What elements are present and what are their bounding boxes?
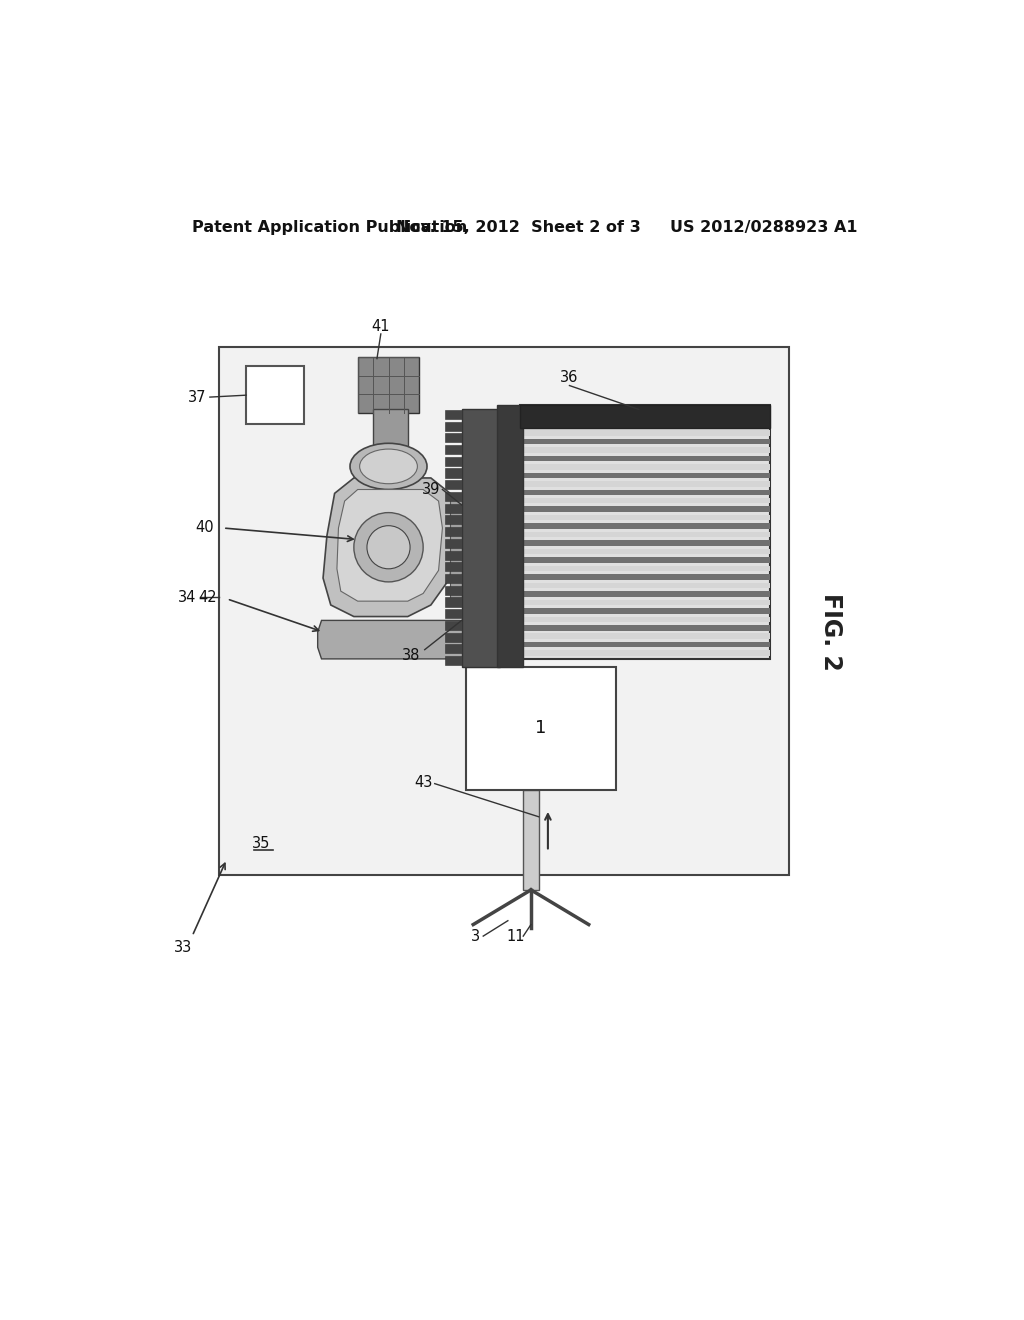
Bar	[444, 504, 462, 512]
Circle shape	[367, 525, 410, 569]
Bar	[444, 527, 462, 536]
Bar	[444, 445, 462, 454]
Bar	[444, 598, 462, 607]
Bar	[520, 574, 770, 579]
Text: 39: 39	[422, 482, 440, 498]
Bar	[523, 789, 539, 890]
Bar	[462, 409, 500, 667]
Bar	[520, 626, 770, 631]
Bar	[520, 609, 770, 614]
Bar	[444, 457, 462, 466]
Bar	[444, 574, 462, 583]
Bar	[520, 566, 770, 572]
Bar	[520, 490, 770, 495]
Bar	[444, 550, 462, 560]
Text: 3: 3	[471, 928, 480, 944]
Ellipse shape	[350, 444, 427, 490]
Bar	[520, 524, 770, 529]
Bar	[520, 634, 770, 639]
Bar	[520, 498, 770, 503]
Bar	[520, 447, 770, 453]
Text: 40: 40	[196, 520, 214, 536]
Bar	[444, 515, 462, 524]
Bar	[520, 465, 770, 470]
Bar	[444, 480, 462, 490]
Bar	[444, 609, 462, 618]
Text: 43: 43	[414, 775, 432, 789]
Bar	[520, 616, 770, 622]
Bar	[520, 473, 770, 478]
Circle shape	[354, 512, 423, 582]
Text: 42: 42	[199, 590, 217, 605]
Bar	[520, 651, 770, 656]
Bar	[520, 591, 770, 597]
Bar	[444, 539, 462, 548]
Bar	[520, 557, 770, 562]
Bar	[246, 367, 304, 424]
Text: 35: 35	[252, 836, 270, 851]
Bar	[466, 667, 615, 789]
Text: 34: 34	[177, 590, 196, 605]
Text: 41: 41	[372, 318, 390, 334]
Bar	[520, 599, 770, 605]
Ellipse shape	[359, 449, 418, 483]
Text: FIG. 2: FIG. 2	[819, 593, 843, 671]
Text: 11: 11	[506, 928, 525, 944]
Bar	[444, 586, 462, 595]
Bar	[520, 642, 770, 648]
Polygon shape	[323, 478, 454, 616]
Bar	[444, 469, 462, 478]
Bar	[444, 421, 462, 430]
Bar	[520, 532, 770, 537]
Bar	[520, 540, 770, 546]
Bar	[520, 430, 770, 436]
Text: 37: 37	[187, 389, 206, 405]
Bar	[444, 656, 462, 665]
Text: 1: 1	[535, 719, 546, 737]
Bar	[520, 413, 770, 418]
Bar	[373, 409, 408, 447]
Text: Patent Application Publication: Patent Application Publication	[193, 219, 467, 235]
Bar	[520, 438, 770, 445]
Bar	[444, 433, 462, 442]
Bar	[520, 455, 770, 461]
Bar	[520, 549, 770, 554]
Text: 33: 33	[174, 940, 193, 956]
Text: 36: 36	[560, 371, 579, 385]
Bar	[444, 620, 462, 630]
Bar	[497, 405, 523, 667]
Bar	[520, 507, 770, 512]
Text: Nov. 15, 2012  Sheet 2 of 3: Nov. 15, 2012 Sheet 2 of 3	[396, 219, 641, 235]
Bar	[357, 358, 419, 412]
Polygon shape	[337, 490, 442, 601]
Bar	[520, 405, 770, 428]
Bar	[520, 582, 770, 589]
Text: 38: 38	[402, 648, 421, 663]
Bar	[520, 515, 770, 520]
Bar	[520, 480, 770, 487]
Bar	[444, 492, 462, 502]
Bar	[444, 644, 462, 653]
Bar	[444, 562, 462, 572]
Bar	[520, 405, 770, 411]
Bar	[451, 498, 464, 605]
Bar	[444, 409, 462, 418]
Text: US 2012/0288923 A1: US 2012/0288923 A1	[670, 219, 857, 235]
Bar	[520, 405, 770, 659]
Bar	[444, 632, 462, 642]
Bar	[520, 422, 770, 428]
Bar	[219, 347, 788, 874]
Polygon shape	[317, 620, 469, 659]
